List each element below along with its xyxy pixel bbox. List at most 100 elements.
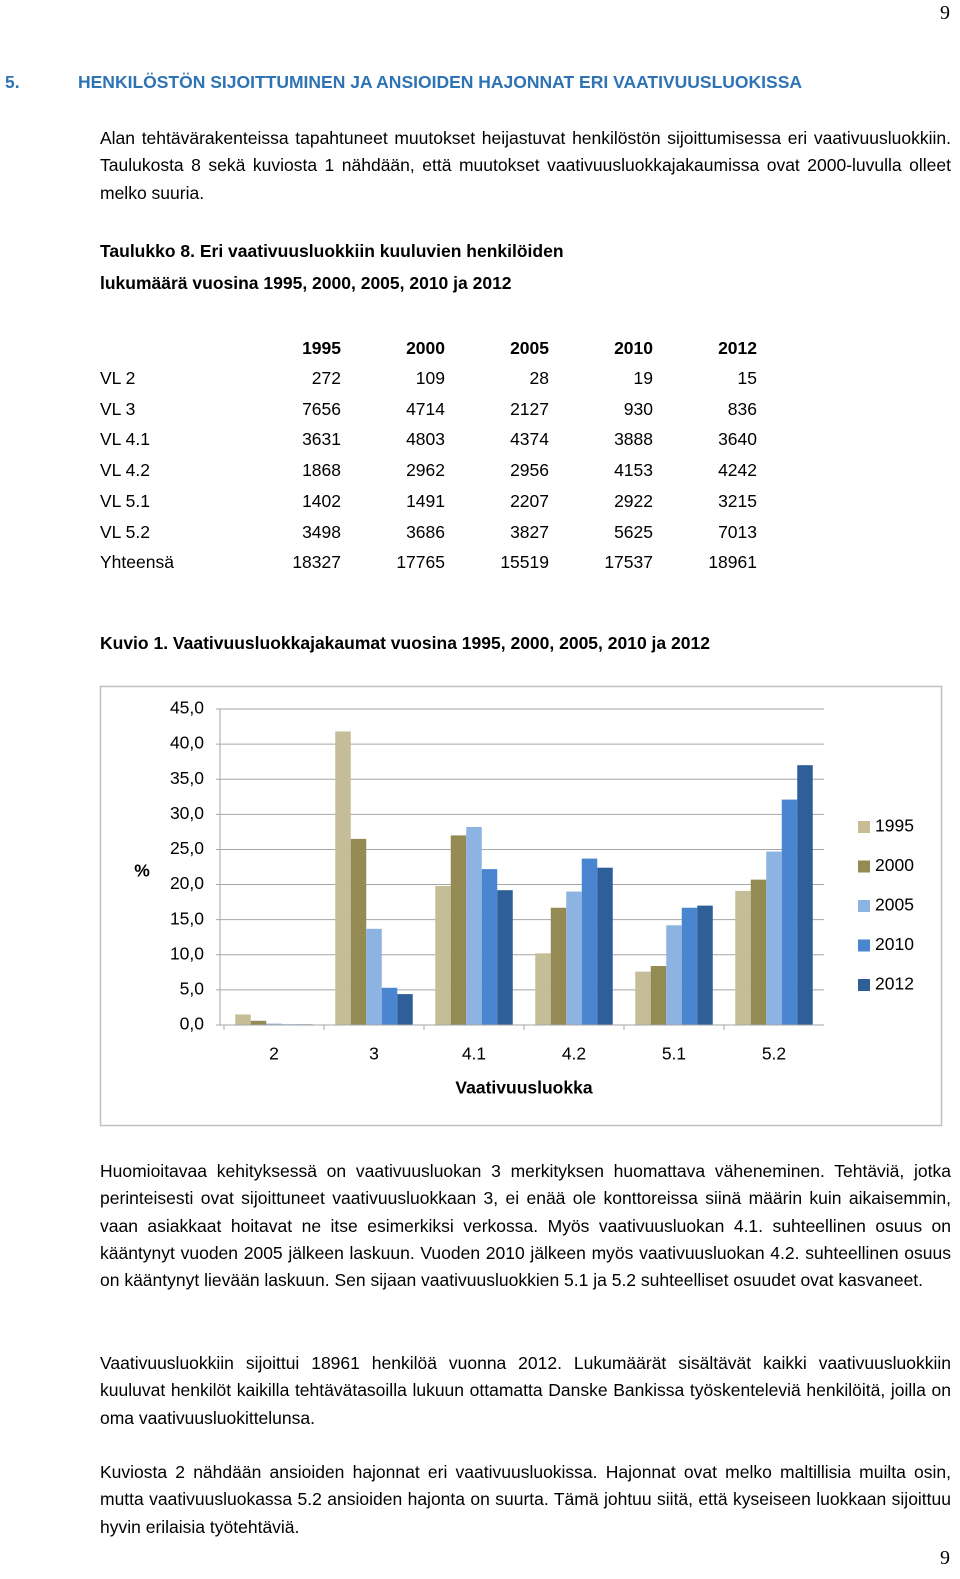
row-label: VL 4.2: [100, 460, 150, 481]
table-cell: 836: [727, 398, 757, 419]
x-tick-label: 2: [269, 1044, 279, 1064]
bar: [697, 905, 713, 1025]
figure-caption: Kuvio 1. Vaativuusluokkajakaumat vuosina…: [100, 633, 710, 653]
table-cell: 3827: [510, 521, 549, 542]
table-cell: 2922: [614, 490, 653, 511]
table-header: 1995: [302, 338, 341, 358]
y-tick-label: 20,0: [170, 873, 204, 893]
heading-number: 5.: [5, 72, 20, 92]
legend-swatch: [858, 979, 870, 991]
table-cell: 1491: [406, 490, 445, 511]
table-caption: Taulukko 8. Eri vaativuusluokkiin kuuluv…: [100, 241, 564, 261]
bar: [366, 928, 382, 1025]
table-cell: 18961: [708, 552, 757, 573]
y-tick-label: 25,0: [170, 838, 204, 858]
y-tick-label: 35,0: [170, 768, 204, 788]
table-cell: 4714: [406, 398, 445, 419]
table-cell: 3215: [718, 490, 757, 511]
legend-label: 2005: [875, 895, 914, 915]
bar: [381, 987, 398, 1025]
bar: [750, 879, 767, 1025]
bar: [781, 799, 798, 1025]
y-tick-label: 15,0: [170, 908, 204, 928]
paragraph: Vaativuusluokkiin sijoittui 18961 henkil…: [100, 1353, 951, 1428]
table-cell: 930: [623, 398, 653, 419]
paragraph: Huomioitavaa kehityksessä on vaativuuslu…: [100, 1161, 951, 1291]
bar: [266, 1023, 282, 1025]
table-cell: 3498: [302, 521, 341, 542]
bar: [635, 971, 651, 1025]
legend-swatch: [858, 821, 870, 833]
table-cell: 2962: [406, 460, 445, 481]
table-cell: 5625: [614, 521, 653, 542]
table-cell: 4242: [718, 460, 757, 481]
chart-frame: [99, 685, 943, 1127]
table-header: 2012: [718, 338, 757, 358]
table-cell: 3640: [718, 429, 757, 450]
legend-swatch: [858, 860, 870, 873]
bar: [497, 890, 513, 1025]
bar: [581, 858, 598, 1025]
table-cell: 1402: [302, 490, 341, 511]
legend-label: 2012: [875, 974, 914, 994]
y-tick-label: 30,0: [170, 803, 204, 823]
bar: [435, 885, 451, 1025]
legend-swatch: [858, 939, 870, 952]
table-header: 2010: [614, 338, 653, 358]
bar: [797, 765, 813, 1025]
bar: [235, 1014, 251, 1025]
table-header: 2000: [406, 338, 445, 358]
bar: [735, 890, 751, 1025]
row-label: VL 5.2: [100, 521, 150, 542]
table-cell: 19: [633, 368, 653, 388]
legend-label: 2010: [875, 934, 914, 954]
table-cell: 4374: [510, 429, 549, 450]
bar: [766, 851, 782, 1025]
table-cell: 3686: [406, 521, 445, 542]
bar: [450, 835, 467, 1025]
y-tick-label: 45,0: [170, 698, 204, 718]
y-tick-label: 0,0: [180, 1014, 205, 1034]
row-label: VL 4.1: [100, 429, 150, 450]
x-tick-label: 5.2: [762, 1044, 786, 1064]
table-cell: 17537: [604, 552, 653, 573]
bar: [650, 966, 667, 1025]
bar: [597, 867, 613, 1025]
x-tick-label: 5.1: [662, 1044, 686, 1064]
table-cell: 109: [415, 368, 445, 388]
table-cell: 7656: [302, 398, 341, 419]
bar: [350, 838, 367, 1025]
legend-label: 1995: [875, 816, 914, 836]
bar: [335, 731, 351, 1025]
y-tick-label: 40,0: [170, 733, 204, 753]
y-tick-label: 10,0: [170, 943, 204, 963]
row-label: VL 5.1: [100, 490, 150, 511]
page-number: 9: [940, 2, 950, 24]
table-caption: lukumäärä vuosina 1995, 2000, 2005, 2010…: [100, 273, 512, 293]
y-tick-label: 5,0: [180, 979, 205, 999]
table-cell: 4803: [406, 429, 445, 450]
x-tick-label: 3: [369, 1044, 379, 1064]
table-cell: 18327: [292, 552, 341, 573]
page-number: 9: [940, 1547, 950, 1569]
table-cell: 2207: [510, 490, 549, 511]
heading-title: HENKILÖSTÖN SIJOITTUMINEN JA ANSIOIDEN H…: [78, 72, 803, 92]
table-cell: 2127: [510, 398, 549, 419]
bar: [666, 925, 682, 1025]
x-tick-label: 4.2: [562, 1044, 586, 1064]
row-label: VL 3: [100, 398, 136, 419]
table-cell: 15: [737, 368, 757, 388]
bar: [535, 953, 551, 1025]
table-cell: 3631: [302, 429, 341, 450]
bar: [566, 891, 582, 1025]
table-cell: 4153: [614, 460, 653, 481]
legend-swatch: [858, 900, 870, 912]
table-cell: 17765: [396, 552, 445, 573]
paragraph: Alan tehtävärakenteissa tapahtuneet muut…: [100, 128, 951, 203]
bar: [681, 907, 698, 1025]
table-cell: 272: [311, 368, 341, 388]
x-tick-label: 4.1: [462, 1044, 486, 1064]
bar: [466, 826, 482, 1025]
